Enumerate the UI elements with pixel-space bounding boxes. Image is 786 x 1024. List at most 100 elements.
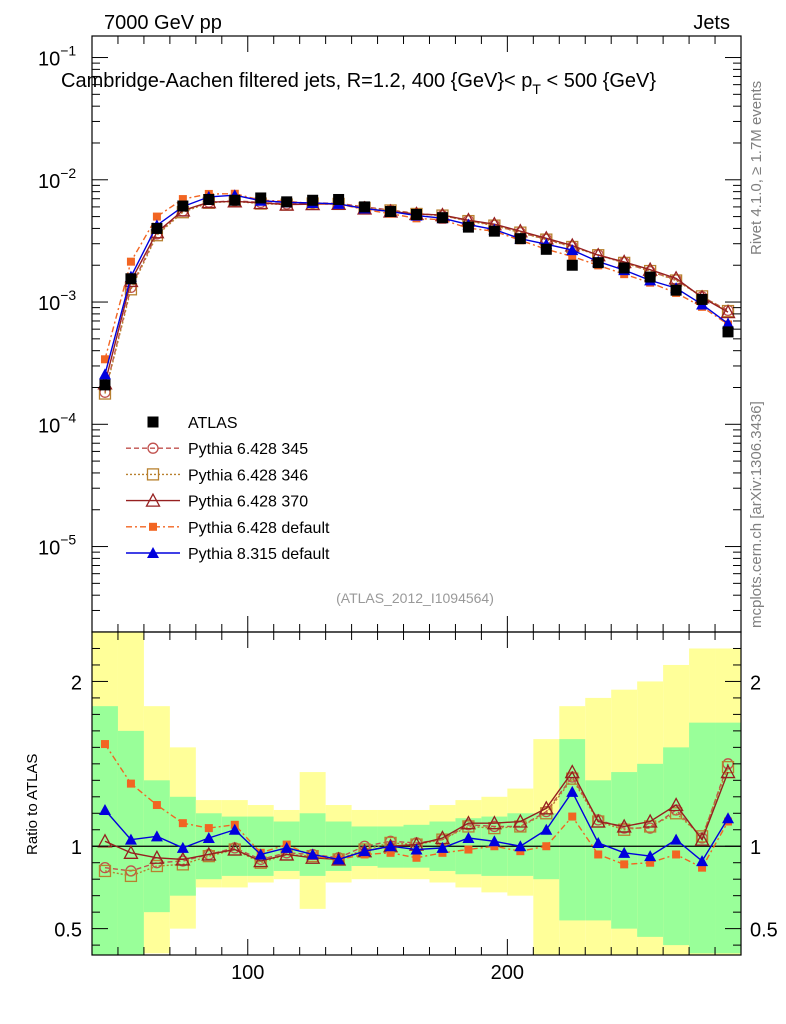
rivet-version-label: Rivet 4.1.0, ≥ 1.7M events bbox=[748, 81, 765, 255]
band-inner bbox=[585, 780, 612, 921]
mc-series-ratio bbox=[97, 740, 736, 883]
ratio-point-s6def bbox=[178, 819, 187, 828]
y-tick-label-base: 10 bbox=[38, 293, 60, 315]
ratio-point-s6def bbox=[594, 850, 603, 859]
ratio-y-tick-label: 1 bbox=[71, 837, 82, 859]
atlas-point bbox=[540, 243, 552, 255]
y-tick-label-base: 10 bbox=[38, 415, 60, 437]
ratio-point-s370 bbox=[694, 831, 710, 846]
ratio-point-s6def bbox=[698, 863, 707, 872]
ratio-point-s370 bbox=[123, 844, 139, 859]
main-y-axis: 10−110−210−310−410−5 bbox=[38, 43, 741, 633]
band-inner bbox=[715, 722, 741, 954]
y-tick-label-exponent: −5 bbox=[60, 532, 76, 548]
y-tick-label-base: 10 bbox=[38, 538, 60, 560]
legend-marker bbox=[145, 492, 161, 507]
atlas-point bbox=[255, 192, 267, 204]
ratio-point-s8def bbox=[488, 835, 501, 847]
series-line-s345 bbox=[104, 200, 729, 393]
ratio-point-s370 bbox=[253, 853, 269, 868]
x-tick-label: 100 bbox=[231, 962, 264, 984]
ratio-point-s8def bbox=[462, 831, 475, 843]
ratio-point-s8def bbox=[722, 812, 735, 824]
ratio-point-s6def bbox=[542, 842, 551, 851]
legend-label: Pythia 6.428 345 bbox=[188, 441, 308, 458]
ratio-line-s346 bbox=[104, 766, 729, 877]
legend-label: Pythia 8.315 default bbox=[188, 546, 330, 563]
y-tick-label: 10−3 bbox=[38, 287, 76, 315]
y-tick-label: 10−5 bbox=[38, 532, 76, 560]
point-s6def bbox=[152, 212, 161, 221]
atlas-point bbox=[436, 212, 448, 224]
series-line-s346 bbox=[104, 200, 729, 394]
ratio-point-s8def bbox=[176, 841, 189, 853]
ratio-point-s6def bbox=[568, 812, 577, 821]
series-line-s370 bbox=[104, 200, 729, 384]
ratio-point-s370 bbox=[279, 846, 295, 861]
ratio-point-s8def bbox=[280, 841, 293, 853]
atlas-point bbox=[203, 193, 215, 205]
ratio-point-s6def bbox=[412, 853, 421, 862]
legend-item-s370: Pythia 6.428 370 bbox=[126, 492, 308, 511]
plot-title-subscript: T bbox=[532, 81, 541, 97]
y-tick-label-exponent: −3 bbox=[60, 287, 76, 303]
ratio-point-s370 bbox=[97, 833, 113, 848]
point-s8def bbox=[98, 368, 111, 380]
ratio-frame bbox=[91, 631, 742, 956]
y-tick-label-exponent: −4 bbox=[60, 409, 76, 425]
ratio-point-s8def bbox=[436, 841, 449, 853]
y-tick-label: 10−4 bbox=[38, 409, 76, 437]
ratio-point-s8def bbox=[696, 855, 709, 867]
legend-marker bbox=[147, 442, 159, 454]
ratio-point-s8def bbox=[150, 830, 163, 842]
ratio-y-tick-label-right: 1 bbox=[750, 837, 761, 859]
atlas-point bbox=[618, 262, 630, 274]
atlas-point bbox=[670, 284, 682, 296]
legend-item-s346: Pythia 6.428 346 bbox=[126, 467, 308, 484]
ratio-point-s370 bbox=[227, 841, 243, 856]
ratio-point-s6def bbox=[100, 740, 109, 749]
ratio-point-s6def bbox=[126, 779, 135, 788]
ratio-point-s8def bbox=[358, 845, 371, 857]
ratio-point-s370 bbox=[720, 764, 736, 779]
legend: ATLAS Pythia 6.428 345 Pythia 6.428 346 Pyt… bbox=[126, 415, 330, 563]
legend-marker bbox=[149, 522, 157, 531]
mcplots-label: mcplots.cern.ch [arXiv:1306.3436] bbox=[748, 401, 765, 628]
point-s6def bbox=[568, 252, 577, 261]
legend-marker bbox=[146, 468, 160, 481]
atlas-point bbox=[462, 221, 474, 233]
ratio-point-s6def bbox=[204, 824, 213, 833]
atlas-point bbox=[644, 271, 656, 283]
atlas-point bbox=[385, 206, 397, 218]
ratio-y-tick-label-right: 2 bbox=[750, 672, 761, 694]
atlas-point bbox=[307, 194, 319, 206]
ratio-point-s8def bbox=[644, 850, 657, 862]
plot-title-end: < 500 {GeV} bbox=[541, 70, 656, 92]
ratio-point-s370 bbox=[538, 800, 554, 815]
ratio-point-s6def bbox=[464, 845, 473, 854]
ratio-point-s370 bbox=[616, 818, 632, 833]
atlas-point bbox=[592, 257, 604, 269]
legend-item-atlas: ATLAS bbox=[147, 415, 238, 432]
legend-marker bbox=[147, 416, 159, 428]
ratio-y-tick-label: 2 bbox=[71, 672, 82, 694]
ratio-y-axis: 0.5 0.5 1 1 2 2 bbox=[54, 647, 778, 946]
ratio-point-s370 bbox=[564, 764, 580, 779]
point-s8def bbox=[722, 317, 735, 329]
ratio-point-s6def bbox=[620, 860, 629, 869]
atlas-point bbox=[566, 259, 578, 271]
y-tick-label-exponent: −2 bbox=[60, 165, 76, 181]
ratio-point-s8def bbox=[592, 836, 605, 848]
header-right-label: Jets bbox=[693, 12, 730, 34]
ratio-point-s8def bbox=[202, 831, 215, 843]
ratio-point-s370 bbox=[486, 815, 502, 830]
y-tick-label-base: 10 bbox=[38, 49, 60, 71]
atlas-point bbox=[696, 293, 708, 305]
atlas-point bbox=[722, 326, 734, 338]
main-frame bbox=[91, 35, 742, 633]
mc-series-main bbox=[97, 189, 736, 400]
point-s6def bbox=[100, 355, 109, 364]
ratio-point-s8def bbox=[410, 843, 423, 855]
atlas-point bbox=[514, 233, 526, 245]
